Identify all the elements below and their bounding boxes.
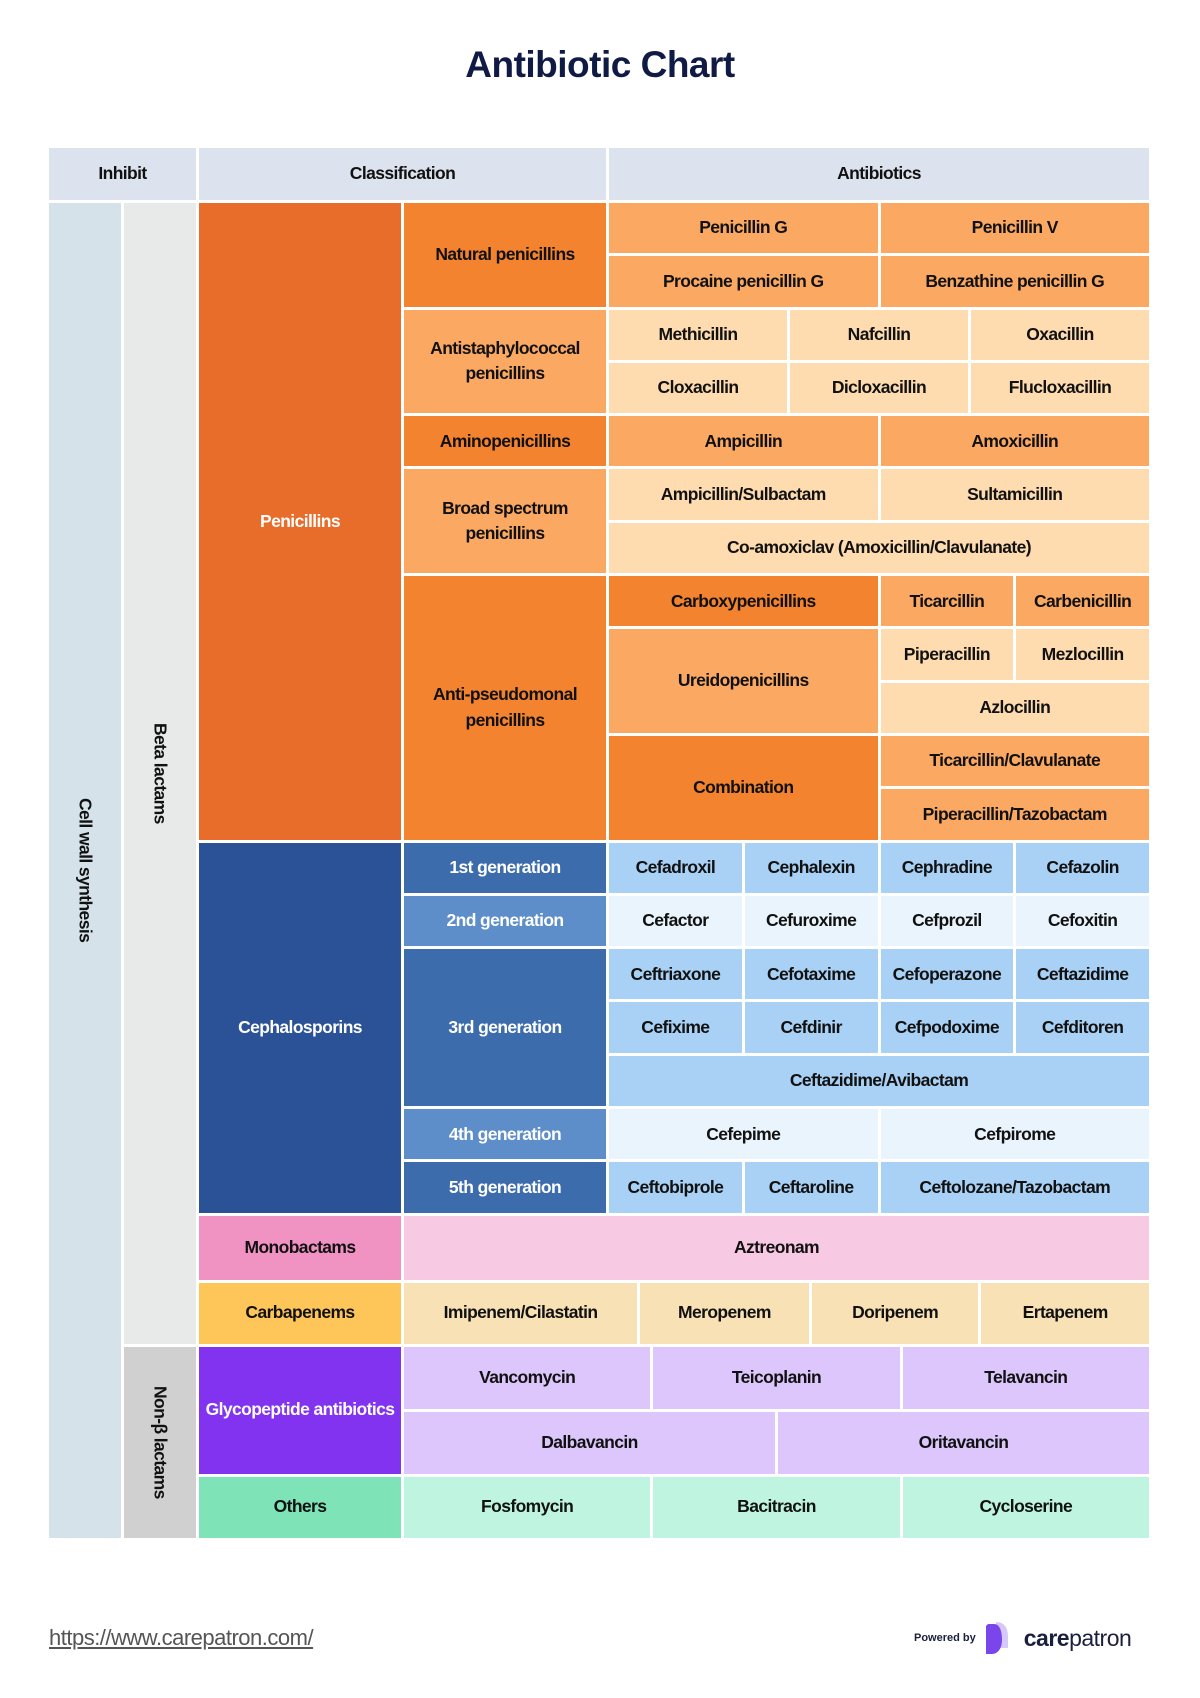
generation-1st: 1st generation: [404, 842, 606, 893]
drug-cell: Ceftazidime: [1016, 949, 1149, 1000]
carepatron-wordmark: carepatron: [1023, 1624, 1132, 1651]
drug-cell: Piperacillin: [880, 629, 1014, 680]
drug-cell: Sultamicillin: [880, 469, 1149, 520]
drug-cell: Ampicillin/Sulbactam: [609, 469, 878, 520]
drug-cell: Procaine penicillin G: [609, 256, 878, 307]
class-others: Others: [199, 1476, 401, 1538]
drug-cell: Penicillin V: [880, 203, 1149, 254]
drug-cell: Ticarcillin/Clavulanate: [880, 735, 1149, 787]
drug-cell: Ticarcillin: [880, 576, 1014, 627]
drug-cell: Piperacillin/Tazobactam: [880, 789, 1149, 840]
drug-cell: Ampicillin: [609, 416, 878, 467]
drug-cell: Cefoperazone: [880, 949, 1014, 1000]
drug-cell: Flucloxacillin: [971, 362, 1149, 414]
drug-cell: Cloxacillin: [609, 362, 787, 414]
drug-cell: Nafcillin: [790, 309, 968, 360]
drug-cell: Ertapenem: [981, 1282, 1149, 1344]
drug-cell: Carbenicillin: [1016, 576, 1149, 627]
drug-cell: Mezlocillin: [1016, 629, 1149, 680]
drug-cell: Methicillin: [609, 309, 787, 360]
drug-cell: Dicloxacillin: [790, 362, 968, 414]
cell-wall-synthesis: Cell wall synthesis: [49, 203, 121, 1538]
non-beta-lactams: Non-β lactams: [124, 1346, 196, 1538]
drug-cell: Co-amoxiclav (Amoxicillin/Clavulanate): [609, 522, 1149, 574]
drug-cell: Amoxicillin: [880, 416, 1149, 467]
subclass-antistaphylococcal: Antistaphylococcal penicillins: [404, 309, 606, 414]
drug-cell: Cefazolin: [1016, 842, 1149, 893]
class-cephalosporins: Cephalosporins: [199, 842, 401, 1213]
generation-2nd: 2nd generation: [404, 895, 606, 947]
drug-cell: Doripenem: [811, 1282, 979, 1344]
group-combination: Combination: [609, 735, 878, 840]
drug-cell: Cefoxitin: [1016, 895, 1149, 947]
class-carbapenems: Carbapenems: [199, 1282, 401, 1344]
subclass-aminopenicillins: Aminopenicillins: [404, 416, 606, 467]
drug-cell: Ceftazidime/Avibactam: [609, 1055, 1149, 1107]
drug-cell: Cefprozil: [880, 895, 1014, 947]
drug-cell: Ceftobiprole: [609, 1162, 742, 1213]
drug-cell: Penicillin G: [609, 203, 878, 254]
drug-cell: Cefepime: [609, 1109, 878, 1160]
drug-cell: Telavancin: [902, 1346, 1149, 1409]
drug-cell: Cefadroxil: [609, 842, 742, 893]
drug-cell: Ceftaroline: [744, 1162, 878, 1213]
class-monobactams: Monobactams: [199, 1215, 401, 1280]
class-glycopeptides: Glycopeptide antibiotics: [199, 1346, 401, 1474]
group-ureidopenicillins: Ureidopenicillins: [609, 629, 878, 733]
drug-cell: Cefixime: [609, 1002, 742, 1053]
drug-cell: Ceftolozane/Tazobactam: [880, 1162, 1149, 1213]
group-carboxypenicillins: Carboxypenicillins: [609, 576, 878, 627]
drug-cell: Cefuroxime: [744, 895, 878, 947]
subclass-anti-pseudomonal: Anti-pseudomonal penicillins: [404, 576, 606, 840]
header-inhibit: Inhibit: [49, 148, 196, 200]
drug-cell: Imipenem/Cilastatin: [404, 1282, 638, 1344]
drug-cell: Teicoplanin: [653, 1346, 900, 1409]
antibiotic-table: Inhibit Classification Antibiotics Cell …: [49, 148, 1149, 1538]
drug-cell: Cefactor: [609, 895, 742, 947]
drug-cell: Benzathine penicillin G: [880, 256, 1149, 307]
class-penicillins: Penicillins: [199, 203, 401, 840]
beta-lactams: Beta lactams: [124, 203, 196, 1344]
subclass-natural-penicillins: Natural penicillins: [404, 203, 606, 307]
drug-cell: Dalbavancin: [404, 1411, 775, 1474]
drug-cell: Cycloserine: [902, 1476, 1149, 1538]
drug-cell: Cefpirome: [880, 1109, 1149, 1160]
carepatron-link[interactable]: https://www.carepatron.com/: [49, 1625, 314, 1650]
powered-by-carepatron: Powered by carepatron: [914, 1620, 1132, 1656]
drug-cell: Vancomycin: [404, 1346, 651, 1409]
drug-cell: Meropenem: [640, 1282, 809, 1344]
glycopeptide-drugs-row-2: Dalbavancin Oritavancin: [404, 1411, 1149, 1474]
generation-5th: 5th generation: [404, 1162, 606, 1213]
generation-3rd: 3rd generation: [404, 949, 606, 1107]
carepatron-logo-icon: [985, 1622, 1008, 1654]
drug-cell: Cefotaxime: [744, 949, 878, 1000]
powered-by-label: Powered by: [914, 1632, 976, 1644]
drug-cell: Cephalexin: [744, 842, 878, 893]
drug-cell: Cefpodoxime: [880, 1002, 1014, 1053]
drug-cell: Aztreonam: [404, 1215, 1149, 1280]
drug-cell: Bacitracin: [653, 1476, 900, 1538]
subclass-broad-spectrum: Broad spectrum penicillins: [404, 469, 606, 574]
generation-4th: 4th generation: [404, 1109, 606, 1160]
drug-cell: Cefditoren: [1016, 1002, 1149, 1053]
drug-cell: Azlocillin: [880, 682, 1149, 733]
header-antibiotics: Antibiotics: [609, 148, 1149, 200]
others-drugs: Fosfomycin Bacitracin Cycloserine: [404, 1476, 1149, 1538]
header-classification: Classification: [199, 148, 606, 200]
drug-cell: Ceftriaxone: [609, 949, 742, 1000]
drug-cell: Cephradine: [880, 842, 1014, 893]
carbapenems-drugs: Imipenem/Cilastatin Meropenem Doripenem …: [404, 1282, 1149, 1344]
drug-cell: Oritavancin: [778, 1411, 1149, 1474]
drug-cell: Oxacillin: [971, 309, 1149, 360]
drug-cell: Cefdinir: [744, 1002, 878, 1053]
page-title: Antibiotic Chart: [465, 44, 735, 85]
drug-cell: Fosfomycin: [404, 1476, 651, 1538]
glycopeptide-drugs-row-1: Vancomycin Teicoplanin Telavancin: [404, 1346, 1149, 1409]
